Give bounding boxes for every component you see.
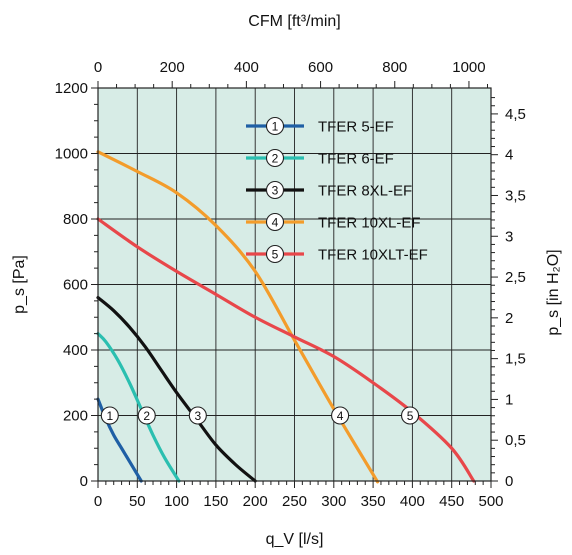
right-tick-label: 1,5 bbox=[505, 351, 526, 368]
top-axis-title: CFM [ft³/min] bbox=[248, 13, 340, 30]
legend-item: 5 TFER 10XLT-EF bbox=[246, 244, 428, 264]
curve-marker-number: 4 bbox=[337, 409, 344, 423]
bottom-tick-label: 300 bbox=[321, 493, 346, 510]
right-tick-label: 3,5 bbox=[505, 187, 526, 204]
right-tick-label: 2 bbox=[505, 310, 513, 327]
series-line bbox=[96, 217, 476, 483]
curve-marker-number: 1 bbox=[106, 409, 113, 423]
bottom-tick-label: 0 bbox=[94, 493, 102, 510]
bottom-tick-label: 150 bbox=[203, 493, 228, 510]
bottom-axis: 0 50 100 150 200 250 300 350 400 450 500 bbox=[94, 481, 504, 510]
bottom-tick-label: 50 bbox=[129, 493, 146, 510]
right-tick-label: 1 bbox=[505, 391, 513, 408]
legend-marker-number: 3 bbox=[272, 184, 279, 198]
legend-label: TFER 10XLT-EF bbox=[318, 247, 428, 264]
curve-marker-circle bbox=[100, 406, 119, 425]
left-tick-label: 1000 bbox=[55, 146, 88, 163]
top-axis: 0 200 400 600 800 1000 bbox=[94, 59, 488, 88]
curve-marker-number: 3 bbox=[194, 409, 201, 423]
right-tick-label: 2,5 bbox=[505, 269, 526, 286]
top-tick-label: 600 bbox=[308, 59, 333, 76]
right-axis: 0 0,5 1 1,5 2 2,5 3 3,5 4 4,5 bbox=[491, 97, 526, 490]
legend-marker-number: 1 bbox=[272, 120, 279, 134]
legend-label: TFER 10XL-EF bbox=[318, 215, 421, 232]
legend-marker-number: 5 bbox=[272, 248, 279, 262]
left-tick-label: 600 bbox=[63, 277, 88, 294]
left-axis-title: p_s [Pa] bbox=[11, 255, 28, 314]
right-axis-title: p_s [in H₂O] bbox=[545, 249, 562, 335]
bottom-tick-label: 400 bbox=[400, 493, 425, 510]
top-tick-label: 0 bbox=[94, 59, 102, 76]
legend-marker-number: 2 bbox=[272, 152, 279, 166]
legend-marker-circle bbox=[265, 180, 285, 200]
left-tick-label: 800 bbox=[63, 211, 88, 228]
legend-marker-circle bbox=[265, 244, 285, 264]
bottom-tick-label: 500 bbox=[478, 493, 503, 510]
legend-marker-number: 4 bbox=[272, 216, 279, 230]
bottom-tick-label: 100 bbox=[164, 493, 189, 510]
series-line bbox=[96, 296, 257, 483]
legend-item: 1 TFER 5-EF bbox=[246, 116, 394, 136]
top-tick-label: 800 bbox=[382, 59, 407, 76]
right-tick-label: 0,5 bbox=[505, 432, 526, 449]
curve-marker-circle bbox=[137, 406, 156, 425]
right-tick-label: 4 bbox=[505, 147, 513, 164]
series-line bbox=[96, 332, 181, 483]
bottom-tick-label: 250 bbox=[282, 493, 307, 510]
left-tick-label: 400 bbox=[63, 342, 88, 359]
legend-label: TFER 5-EF bbox=[318, 119, 394, 136]
right-tick-label: 3 bbox=[505, 228, 513, 245]
curve-marker-number: 5 bbox=[407, 409, 414, 423]
left-tick-label: 1200 bbox=[55, 80, 88, 97]
right-tick-label: 4,5 bbox=[505, 106, 526, 123]
curve-marker-circle bbox=[400, 406, 420, 425]
series-line bbox=[96, 150, 380, 484]
series-curves bbox=[96, 150, 476, 484]
left-tick-label: 0 bbox=[80, 473, 88, 490]
left-axis: 0 200 400 600 800 1000 1200 bbox=[55, 80, 98, 490]
bottom-tick-label: 450 bbox=[439, 493, 464, 510]
legend-item: 2 TFER 6-EF bbox=[246, 148, 394, 168]
legend-marker-circle bbox=[265, 212, 285, 232]
top-tick-label: 1000 bbox=[452, 59, 485, 76]
legend-label: TFER 8XL-EF bbox=[318, 183, 412, 200]
bottom-axis-title: q_V [l/s] bbox=[266, 531, 324, 548]
legend-marker-circle bbox=[265, 116, 285, 136]
legend-item: 4 TFER 10XL-EF bbox=[246, 212, 421, 232]
curve-marker-number: 2 bbox=[143, 409, 150, 423]
legend: 1 TFER 5-EF 2 TFER 6-EF 3 TFER 8XL-EF 4 TFER 10… bbox=[246, 116, 428, 264]
bottom-tick-label: 200 bbox=[243, 493, 268, 510]
legend-marker-circle bbox=[265, 148, 285, 168]
top-tick-label: 400 bbox=[234, 59, 259, 76]
legend-label: TFER 6-EF bbox=[318, 151, 394, 168]
left-tick-label: 200 bbox=[63, 408, 88, 425]
curve-marker-circle bbox=[188, 406, 207, 425]
right-tick-label: 0 bbox=[505, 473, 513, 490]
bottom-tick-label: 350 bbox=[361, 493, 386, 510]
curve-marker-circle bbox=[331, 406, 350, 425]
legend-item: 3 TFER 8XL-EF bbox=[246, 180, 412, 200]
top-tick-label: 200 bbox=[160, 59, 185, 76]
series-markers: 1 2 3 4 5 bbox=[100, 406, 420, 425]
